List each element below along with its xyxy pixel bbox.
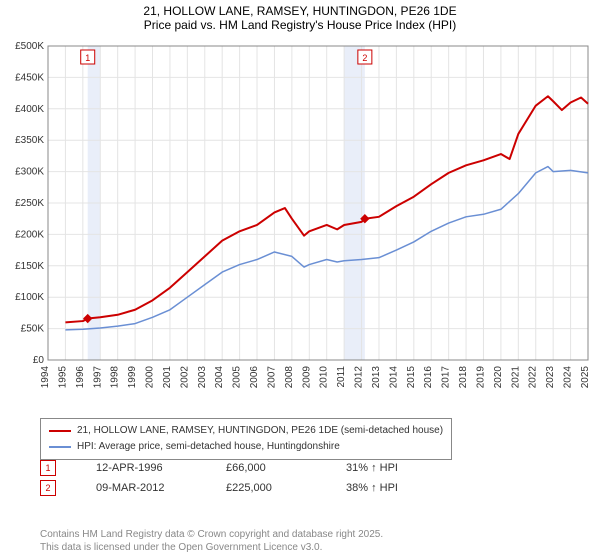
sale-row: 1 12-APR-1996 £66,000 31% ↑ HPI [40, 458, 398, 478]
svg-text:1: 1 [85, 53, 90, 63]
svg-text:2013: 2013 [371, 366, 382, 389]
svg-text:2024: 2024 [563, 366, 574, 389]
sale-marker-icon: 1 [40, 460, 56, 476]
sale-price: £66,000 [226, 462, 306, 474]
svg-text:2014: 2014 [388, 366, 399, 389]
svg-text:2007: 2007 [266, 366, 277, 389]
sale-marker-icon: 2 [40, 480, 56, 496]
svg-text:2002: 2002 [179, 366, 190, 389]
sale-row: 2 09-MAR-2012 £225,000 38% ↑ HPI [40, 478, 398, 498]
sales-table: 1 12-APR-1996 £66,000 31% ↑ HPI 2 09-MAR… [40, 458, 398, 498]
svg-text:2017: 2017 [441, 366, 452, 389]
svg-text:2009: 2009 [301, 366, 312, 389]
legend-swatch [49, 430, 71, 432]
legend-label: 21, HOLLOW LANE, RAMSEY, HUNTINGDON, PE2… [77, 423, 443, 439]
svg-text:£150K: £150K [15, 261, 44, 272]
svg-text:2000: 2000 [145, 366, 156, 389]
sale-delta: 31% ↑ HPI [346, 462, 398, 474]
svg-text:£350K: £350K [15, 135, 44, 146]
title-line1: 21, HOLLOW LANE, RAMSEY, HUNTINGDON, PE2… [0, 4, 600, 18]
svg-text:1998: 1998 [110, 366, 121, 389]
sale-date: 09-MAR-2012 [96, 482, 186, 494]
footer: Contains HM Land Registry data © Crown c… [40, 528, 383, 554]
svg-text:2015: 2015 [406, 366, 417, 389]
svg-text:2011: 2011 [336, 366, 347, 388]
svg-text:2003: 2003 [197, 366, 208, 389]
svg-text:2019: 2019 [475, 366, 486, 389]
chart-titles: 21, HOLLOW LANE, RAMSEY, HUNTINGDON, PE2… [0, 0, 600, 32]
svg-text:£0: £0 [33, 355, 45, 366]
svg-text:£500K: £500K [15, 41, 44, 52]
svg-text:2021: 2021 [510, 366, 521, 389]
svg-text:£250K: £250K [15, 198, 44, 209]
legend: 21, HOLLOW LANE, RAMSEY, HUNTINGDON, PE2… [40, 418, 452, 460]
svg-text:1994: 1994 [40, 366, 51, 389]
svg-text:2018: 2018 [458, 366, 469, 389]
svg-text:2005: 2005 [232, 366, 243, 389]
svg-text:£400K: £400K [15, 104, 44, 115]
svg-text:2020: 2020 [493, 366, 504, 389]
svg-text:£300K: £300K [15, 167, 44, 178]
svg-text:2004: 2004 [214, 366, 225, 389]
svg-text:2008: 2008 [284, 366, 295, 389]
svg-text:2001: 2001 [162, 366, 173, 389]
svg-text:2016: 2016 [423, 366, 434, 389]
footer-line: Contains HM Land Registry data © Crown c… [40, 528, 383, 541]
legend-item: HPI: Average price, semi-detached house,… [49, 439, 443, 455]
svg-text:2025: 2025 [580, 366, 591, 389]
title-line2: Price paid vs. HM Land Registry's House … [0, 18, 600, 32]
sale-date: 12-APR-1996 [96, 462, 186, 474]
legend-item: 21, HOLLOW LANE, RAMSEY, HUNTINGDON, PE2… [49, 423, 443, 439]
line-chart: £0 £50K £100K £150K £200K £250K £300K £350K £400… [0, 40, 600, 410]
svg-text:£100K: £100K [15, 292, 44, 303]
svg-text:£450K: £450K [15, 72, 44, 83]
sale-price: £225,000 [226, 482, 306, 494]
svg-text:1999: 1999 [127, 366, 138, 389]
svg-text:2: 2 [362, 53, 367, 63]
svg-text:1997: 1997 [92, 366, 103, 389]
footer-line: This data is licensed under the Open Gov… [40, 541, 383, 554]
svg-text:2023: 2023 [545, 366, 556, 389]
svg-text:2022: 2022 [528, 366, 539, 389]
svg-text:1995: 1995 [57, 366, 68, 389]
svg-text:2006: 2006 [249, 366, 260, 389]
svg-text:2010: 2010 [319, 366, 330, 389]
legend-label: HPI: Average price, semi-detached house,… [77, 439, 340, 455]
legend-swatch [49, 446, 71, 448]
svg-text:2012: 2012 [354, 366, 365, 389]
sale-delta: 38% ↑ HPI [346, 482, 398, 494]
svg-text:£200K: £200K [15, 229, 44, 240]
svg-text:£50K: £50K [21, 324, 45, 335]
svg-text:1996: 1996 [75, 366, 86, 389]
